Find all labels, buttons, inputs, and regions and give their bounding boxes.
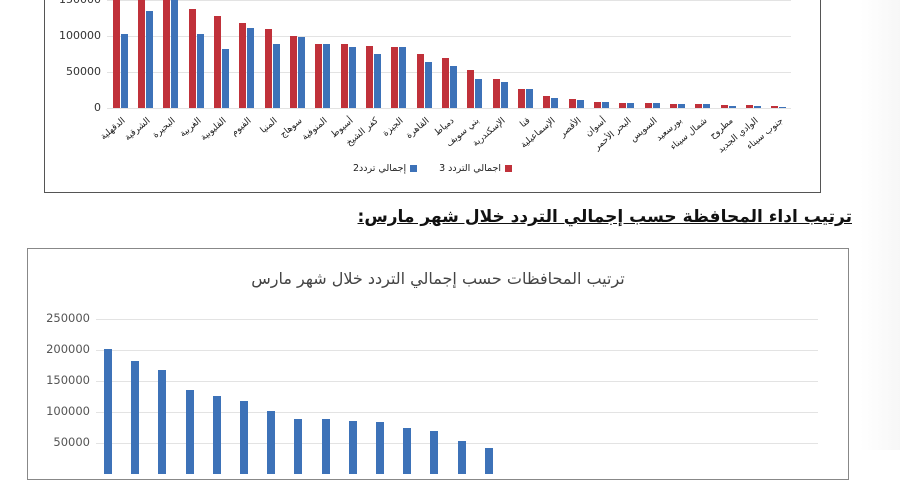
bar-series3 bbox=[416, 54, 424, 108]
bar bbox=[321, 419, 330, 474]
legend-label: إجمالي تردد2 bbox=[352, 163, 407, 174]
bar-series2 bbox=[297, 36, 305, 108]
bar-series3 bbox=[365, 46, 373, 108]
bar-series3 bbox=[619, 102, 627, 108]
gridline bbox=[96, 443, 818, 444]
gridline bbox=[107, 108, 791, 109]
bar bbox=[376, 421, 384, 474]
bar-series2 bbox=[196, 33, 204, 108]
bar-series2 bbox=[753, 105, 761, 108]
bar-series2 bbox=[525, 89, 533, 108]
bar-series2 bbox=[500, 82, 508, 108]
y-tick-label: 50000 bbox=[53, 435, 90, 449]
y-tick-label: 200000 bbox=[46, 342, 90, 356]
bar-series2 bbox=[373, 54, 381, 108]
governorate-comparison-chart: اجمالي التردد 3 إجمالي تردد2 150000 10000… bbox=[44, 0, 821, 193]
bar-series2 bbox=[652, 102, 660, 108]
gridline bbox=[96, 381, 818, 382]
bar-series3 bbox=[112, 0, 120, 108]
bar-series2 bbox=[348, 46, 356, 108]
bar-series2 bbox=[601, 102, 609, 108]
bar-series2 bbox=[728, 105, 736, 108]
bar-series2 bbox=[551, 97, 559, 108]
red-swatch-icon bbox=[505, 165, 513, 172]
bar-series3 bbox=[340, 43, 348, 108]
gridline bbox=[96, 319, 818, 320]
bar-series3 bbox=[568, 99, 576, 108]
bar-series3 bbox=[695, 104, 703, 108]
section-heading: ترتيب اداء المحافظة حسب إجمالي التردد خل… bbox=[357, 207, 852, 227]
bar-series3 bbox=[163, 0, 171, 108]
bar bbox=[185, 390, 194, 474]
bar-series3 bbox=[188, 9, 196, 108]
legend-item-red: اجمالي التردد 3 bbox=[439, 163, 513, 174]
y-tick-label: 50000 bbox=[66, 65, 101, 78]
y-tick-label: 250000 bbox=[46, 311, 90, 325]
bar bbox=[131, 361, 140, 474]
bar bbox=[294, 419, 303, 474]
bar-series2 bbox=[120, 33, 128, 108]
bar bbox=[403, 428, 412, 474]
bar-series3 bbox=[289, 36, 297, 108]
bar-series3 bbox=[391, 46, 399, 108]
bar bbox=[104, 348, 112, 474]
governorate-ranking-chart: ترتيب المحافظات حسب إجمالي التردد خلال ش… bbox=[27, 248, 849, 480]
chart-title: ترتيب المحافظات حسب إجمالي التردد خلال ش… bbox=[251, 269, 625, 288]
bar-series3 bbox=[467, 69, 475, 108]
gridline bbox=[107, 72, 791, 73]
gridline bbox=[107, 0, 791, 1]
bar bbox=[212, 395, 221, 474]
blue-swatch-icon bbox=[410, 165, 418, 172]
y-tick-label: 0 bbox=[94, 101, 101, 114]
bar-series3 bbox=[213, 15, 221, 108]
bar bbox=[430, 430, 439, 474]
legend-label: اجمالي التردد 3 bbox=[439, 163, 502, 174]
bar bbox=[484, 447, 493, 474]
gridline bbox=[107, 36, 791, 37]
bar bbox=[240, 400, 248, 474]
bar-series3 bbox=[315, 43, 323, 108]
bar-series3 bbox=[137, 0, 145, 108]
bar-series2 bbox=[475, 79, 483, 108]
bar-series3 bbox=[441, 57, 449, 108]
bar-series2 bbox=[449, 66, 457, 108]
bar-series2 bbox=[627, 102, 635, 108]
bar-series3 bbox=[543, 95, 551, 108]
gridline bbox=[96, 350, 818, 351]
bar-series2 bbox=[677, 103, 685, 108]
legend: اجمالي التردد 3 إجمالي تردد2 bbox=[45, 163, 820, 174]
bar-series2 bbox=[703, 104, 711, 108]
bar-series2 bbox=[399, 46, 407, 108]
page-edge-shadow bbox=[860, 0, 900, 450]
bar-series3 bbox=[771, 105, 779, 108]
bar-series3 bbox=[593, 102, 601, 108]
bar-series2 bbox=[779, 106, 787, 108]
bar bbox=[158, 369, 167, 474]
y-tick-label: 150000 bbox=[41, 0, 101, 6]
bar-series2 bbox=[272, 43, 280, 108]
y-tick-label: 150000 bbox=[46, 373, 90, 387]
bar bbox=[267, 411, 276, 474]
bar-series3 bbox=[720, 105, 728, 108]
bar-series2 bbox=[323, 43, 331, 108]
bar-series2 bbox=[576, 100, 584, 108]
bar-series2 bbox=[171, 0, 179, 108]
bar-series2 bbox=[247, 28, 255, 108]
y-tick-label: 100000 bbox=[59, 29, 101, 42]
bar-series3 bbox=[644, 102, 652, 108]
bar-series3 bbox=[239, 23, 247, 108]
gridline bbox=[96, 412, 818, 413]
y-tick-label: 100000 bbox=[46, 404, 90, 418]
bar-series3 bbox=[517, 88, 525, 108]
legend-item-blue: إجمالي تردد2 bbox=[352, 163, 418, 174]
bar-series2 bbox=[424, 61, 432, 108]
bar bbox=[348, 421, 357, 474]
bar-series3 bbox=[669, 103, 677, 108]
bar-series3 bbox=[264, 28, 272, 108]
bar-series2 bbox=[221, 48, 229, 108]
bar-series3 bbox=[492, 79, 500, 108]
bar-series2 bbox=[145, 10, 153, 108]
bar-series3 bbox=[745, 105, 753, 108]
bar bbox=[457, 441, 466, 474]
